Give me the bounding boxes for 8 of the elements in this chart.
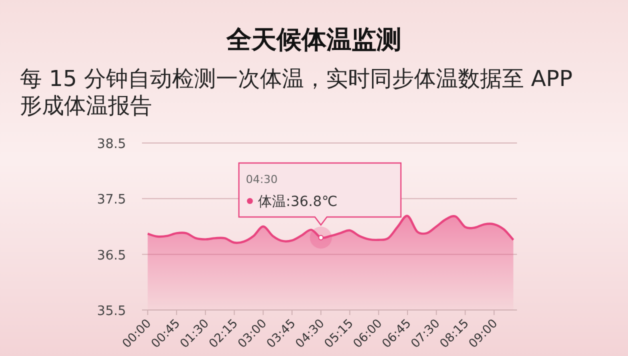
y-tick-label: 35.5 [97, 304, 126, 319]
annotation: 04:30 [246, 173, 278, 186]
y-tick-label: 37.5 [97, 192, 126, 208]
chart-title: 全天候体温监测 [226, 25, 402, 54]
chart-subtitle: 每 15 分钟自动检测一次体温，实时同步体温数据至 APP 形成体温报告 [20, 67, 580, 119]
y-tick-label: 36.5 [97, 248, 126, 264]
y-tick-label: 38.5 [97, 137, 126, 152]
annotation: 体温:36.8℃ [258, 194, 338, 210]
